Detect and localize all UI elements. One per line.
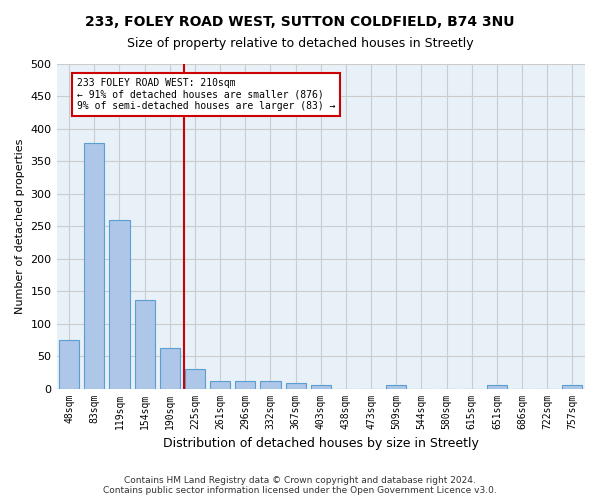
Y-axis label: Number of detached properties: Number of detached properties — [15, 138, 25, 314]
Text: 233 FOLEY ROAD WEST: 210sqm
← 91% of detached houses are smaller (876)
9% of sem: 233 FOLEY ROAD WEST: 210sqm ← 91% of det… — [77, 78, 335, 112]
Bar — [311, 384, 331, 388]
Bar — [260, 382, 281, 388]
Bar — [160, 348, 180, 389]
X-axis label: Distribution of detached houses by size in Streetly: Distribution of detached houses by size … — [163, 437, 479, 450]
Text: Contains HM Land Registry data © Crown copyright and database right 2024.
Contai: Contains HM Land Registry data © Crown c… — [103, 476, 497, 495]
Bar — [210, 382, 230, 388]
Bar — [286, 384, 305, 388]
Bar — [109, 220, 130, 388]
Bar — [59, 340, 79, 388]
Bar — [487, 386, 507, 388]
Text: Size of property relative to detached houses in Streetly: Size of property relative to detached ho… — [127, 38, 473, 51]
Bar — [185, 369, 205, 388]
Bar — [235, 382, 256, 388]
Text: 233, FOLEY ROAD WEST, SUTTON COLDFIELD, B74 3NU: 233, FOLEY ROAD WEST, SUTTON COLDFIELD, … — [85, 15, 515, 29]
Bar — [386, 386, 406, 388]
Bar — [134, 300, 155, 388]
Bar — [562, 386, 583, 388]
Bar — [84, 143, 104, 388]
